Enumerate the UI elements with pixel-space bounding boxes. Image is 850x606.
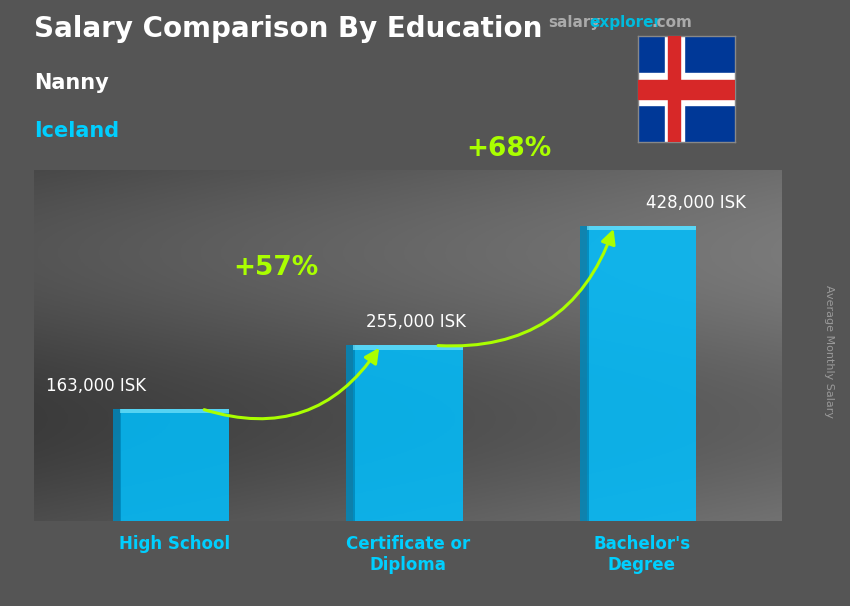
Bar: [580, 226, 589, 521]
Text: +68%: +68%: [467, 136, 552, 162]
Text: .com: .com: [651, 15, 692, 30]
Bar: [346, 345, 355, 521]
Text: salary: salary: [548, 15, 601, 30]
Text: explorer: explorer: [589, 15, 661, 30]
Text: Average Monthly Salary: Average Monthly Salary: [824, 285, 834, 418]
Text: Nanny: Nanny: [34, 73, 109, 93]
Text: Salary Comparison By Education: Salary Comparison By Education: [34, 15, 542, 43]
Bar: [587, 226, 696, 521]
Bar: [120, 409, 229, 521]
Text: 163,000 ISK: 163,000 ISK: [46, 377, 146, 395]
Text: Iceland: Iceland: [34, 121, 119, 141]
Bar: [120, 409, 229, 413]
Bar: [354, 345, 462, 350]
Bar: [112, 409, 122, 521]
Bar: [354, 345, 462, 521]
Text: 255,000 ISK: 255,000 ISK: [366, 313, 466, 331]
Bar: [638, 79, 735, 99]
Text: 428,000 ISK: 428,000 ISK: [646, 194, 746, 212]
Bar: [638, 73, 735, 105]
Bar: [668, 36, 680, 142]
Text: +57%: +57%: [233, 255, 318, 281]
Bar: [665, 36, 684, 142]
Bar: [587, 226, 696, 230]
